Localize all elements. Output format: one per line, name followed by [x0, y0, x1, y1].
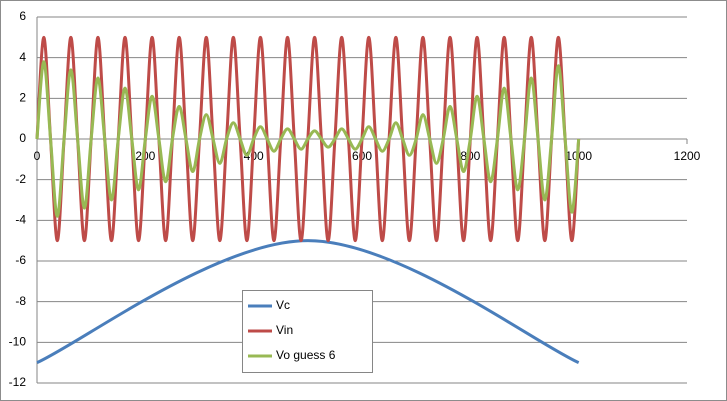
y-tick-label: -6 [15, 253, 26, 267]
series-line [36, 239, 580, 365]
y-tick-label: 2 [19, 91, 26, 105]
legend-label: Vc [276, 298, 290, 312]
legend-box [242, 290, 373, 373]
legend: Vc Vin Vo guess 6 [242, 290, 373, 373]
y-tick-label: -12 [9, 375, 27, 389]
x-tick-label: 1200 [674, 149, 701, 163]
y-tick-label: -2 [15, 172, 26, 186]
y-tick-label: 0 [19, 131, 26, 145]
legend-label: Vo guess 6 [276, 348, 336, 362]
y-tick-label: 6 [19, 9, 26, 23]
y-tick-label: -8 [15, 294, 26, 308]
y-tick-label: 4 [19, 50, 26, 64]
y-tick-label: -4 [15, 213, 26, 227]
series-line [35, 60, 581, 218]
x-tick-label: 0 [34, 149, 41, 163]
legend-label: Vin [276, 323, 293, 337]
y-tick-label: -10 [9, 335, 27, 349]
